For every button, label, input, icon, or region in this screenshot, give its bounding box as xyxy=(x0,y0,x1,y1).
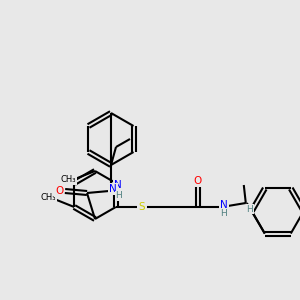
Text: H: H xyxy=(246,205,253,214)
Text: O: O xyxy=(55,186,63,196)
Text: H: H xyxy=(220,209,227,218)
Text: H: H xyxy=(116,191,122,200)
Text: CH₃: CH₃ xyxy=(60,176,76,184)
Text: N: N xyxy=(114,180,122,190)
Text: CH₃: CH₃ xyxy=(40,194,56,202)
Text: N: N xyxy=(109,184,117,194)
Text: O: O xyxy=(194,176,202,186)
Text: S: S xyxy=(139,202,145,212)
Text: N: N xyxy=(220,200,228,210)
